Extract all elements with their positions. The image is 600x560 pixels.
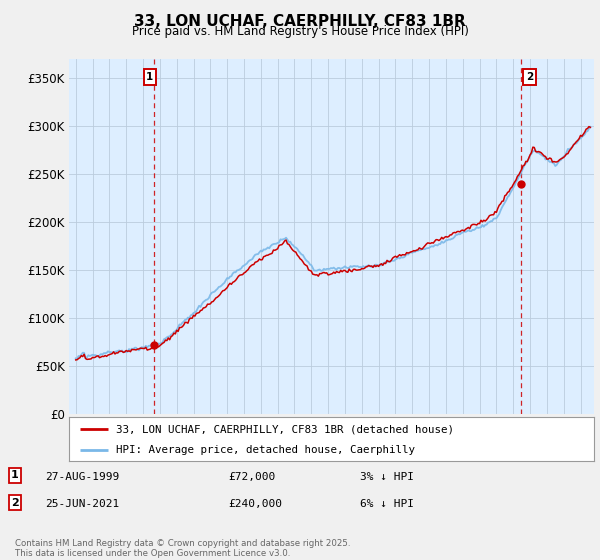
Text: 6% ↓ HPI: 6% ↓ HPI (360, 499, 414, 509)
Text: 1: 1 (11, 470, 19, 480)
Text: Price paid vs. HM Land Registry's House Price Index (HPI): Price paid vs. HM Land Registry's House … (131, 25, 469, 38)
Text: £72,000: £72,000 (228, 472, 275, 482)
Text: 27-AUG-1999: 27-AUG-1999 (45, 472, 119, 482)
Text: 2: 2 (526, 72, 533, 82)
Text: 2: 2 (11, 497, 19, 507)
Text: 25-JUN-2021: 25-JUN-2021 (45, 499, 119, 509)
Text: 33, LON UCHAF, CAERPHILLY, CF83 1BR: 33, LON UCHAF, CAERPHILLY, CF83 1BR (134, 14, 466, 29)
Text: 33, LON UCHAF, CAERPHILLY, CF83 1BR (detached house): 33, LON UCHAF, CAERPHILLY, CF83 1BR (det… (116, 424, 454, 435)
Text: 1: 1 (146, 72, 154, 82)
Text: Contains HM Land Registry data © Crown copyright and database right 2025.
This d: Contains HM Land Registry data © Crown c… (15, 539, 350, 558)
Text: HPI: Average price, detached house, Caerphilly: HPI: Average price, detached house, Caer… (116, 445, 415, 455)
Text: 3% ↓ HPI: 3% ↓ HPI (360, 472, 414, 482)
Text: £240,000: £240,000 (228, 499, 282, 509)
